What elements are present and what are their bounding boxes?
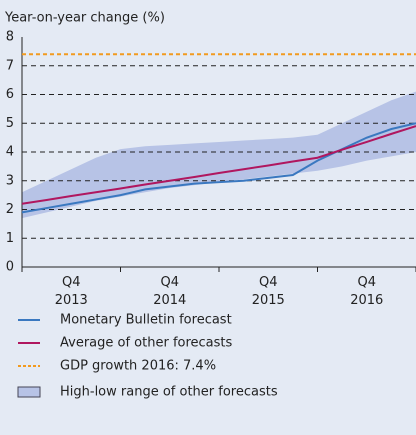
x-tick-label-line: 2016 (350, 293, 383, 308)
y-tick-label: 7 (6, 58, 14, 73)
x-tick-label-line: Q4 (62, 275, 81, 290)
x-tick-label-line: 2013 (55, 293, 88, 308)
legend-label: Monetary Bulletin forecast (60, 313, 232, 328)
y-tick-label: 3 (6, 173, 14, 188)
range-band (22, 91, 416, 219)
legend-swatch (17, 386, 41, 398)
x-tick-label-line: Q4 (357, 275, 376, 290)
y-tick-label: 2 (6, 202, 14, 217)
x-tick-label-line: Q4 (160, 275, 179, 290)
x-tick-label-line: 2014 (153, 293, 186, 308)
legend-label: GDP growth 2016: 7.4% (60, 359, 216, 374)
y-tick-label: 1 (6, 231, 14, 246)
y-tick-label: 4 (6, 145, 14, 160)
x-tick-label-line: 2015 (252, 293, 285, 308)
legend-label: High-low range of other forecasts (60, 385, 278, 400)
y-axis-label: Year-on-year change (%) (4, 11, 165, 26)
legend-label: Average of other forecasts (60, 336, 233, 351)
series-line (21, 125, 416, 205)
y-tick-label: 5 (6, 116, 14, 131)
x-tick-label: Q4 2015 (252, 275, 285, 308)
x-tick-label: Q4 2014 (153, 275, 186, 308)
y-tick-label: 0 (6, 260, 14, 275)
x-tick-label-line: Q4 (259, 275, 278, 290)
y-tick-label: 8 (6, 30, 14, 45)
x-tick-label: Q4 2013 (55, 275, 88, 308)
y-tick-label: 6 (6, 87, 14, 102)
x-tick-label: Q4 2016 (350, 275, 383, 308)
series-line (21, 122, 416, 214)
